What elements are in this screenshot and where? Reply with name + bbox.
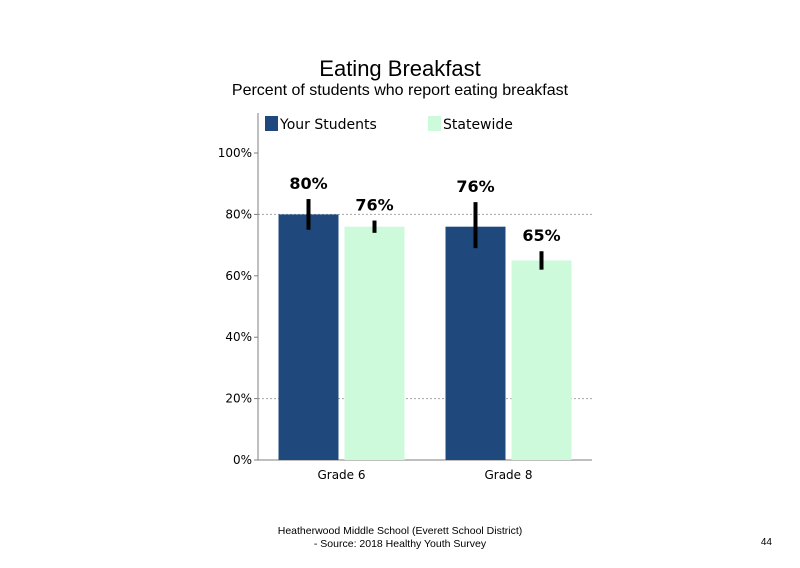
y-tick-label: 100% bbox=[218, 146, 252, 160]
source-footer: Heatherwood Middle School (Everett Schoo… bbox=[0, 525, 800, 551]
x-tick-label: Grade 6 bbox=[317, 468, 365, 482]
data-label: 76% bbox=[355, 196, 393, 215]
data-label: 65% bbox=[522, 226, 560, 245]
legend-label: Statewide bbox=[443, 117, 513, 133]
chart-title: Eating Breakfast bbox=[319, 56, 481, 81]
data-labels: 80% 76% 76% 65% bbox=[289, 174, 560, 245]
bar bbox=[445, 226, 506, 460]
legend-label: Your Students bbox=[279, 117, 377, 133]
y-tick-label: 40% bbox=[225, 330, 252, 344]
chart-subtitle: Percent of students who report eating br… bbox=[231, 82, 569, 99]
y-tick-label: 60% bbox=[225, 269, 252, 283]
y-tick-label: 0% bbox=[233, 453, 252, 467]
y-tick-label: 20% bbox=[225, 392, 252, 406]
legend-swatch bbox=[428, 116, 441, 131]
footer-source: - Source: 2018 Healthy Youth Survey bbox=[313, 538, 487, 550]
data-label: 76% bbox=[456, 177, 494, 196]
bars bbox=[278, 214, 572, 460]
x-tick-label: Grade 8 bbox=[484, 468, 532, 482]
axes: 0% 20% 40% 60% 80% 100% Grade 6 Grade 8 bbox=[218, 113, 592, 482]
legend: Your Students Statewide bbox=[265, 116, 513, 133]
bar bbox=[278, 214, 339, 460]
error-bars bbox=[306, 199, 544, 270]
page-number: 44 bbox=[760, 537, 772, 548]
legend-swatch bbox=[265, 116, 278, 131]
footer-school: Heatherwood Middle School (Everett Schoo… bbox=[277, 525, 523, 537]
data-label: 80% bbox=[289, 174, 327, 193]
bar bbox=[511, 260, 572, 460]
y-tick-label: 80% bbox=[225, 207, 252, 221]
bar bbox=[344, 226, 405, 460]
